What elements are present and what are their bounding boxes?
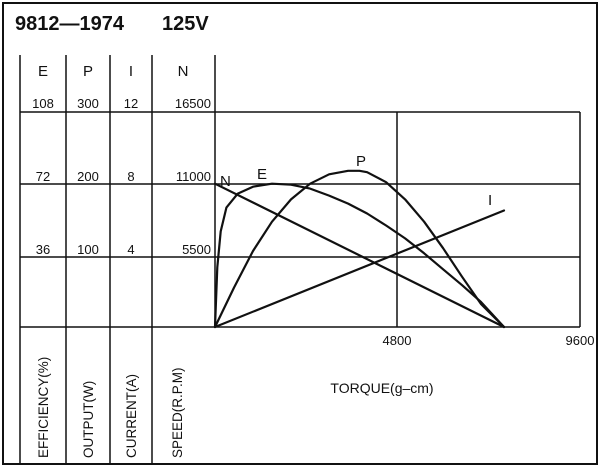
curve-label-i: I bbox=[488, 192, 492, 209]
series-line-p bbox=[213, 169, 506, 329]
tick-output-200: 200 bbox=[77, 169, 99, 184]
chart-grid bbox=[19, 55, 581, 464]
x-tick-9600: 9600 bbox=[566, 333, 595, 348]
series-line-i bbox=[213, 209, 506, 329]
series-line-n bbox=[213, 182, 506, 329]
tick-efficiency-36: 36 bbox=[36, 242, 50, 257]
tick-output-300: 300 bbox=[77, 96, 99, 111]
axis-symbol-speed: N bbox=[178, 63, 189, 80]
tick-speed-5500: 5500 bbox=[182, 242, 211, 257]
axis-label-efficiency: EFFICIENCY(%) bbox=[36, 357, 51, 458]
axis-symbol-efficiency: E bbox=[38, 63, 48, 80]
chart-title-voltage: 125V bbox=[162, 13, 209, 35]
chart-title-model: 9812—1974 bbox=[15, 13, 125, 35]
tick-speed-11000: 11000 bbox=[176, 169, 211, 184]
axis-label-current: CURRENT(A) bbox=[124, 374, 139, 458]
axis-label-speed: SPEED(R.P.M) bbox=[170, 367, 185, 458]
tick-current-4: 4 bbox=[127, 242, 134, 257]
series-layer bbox=[213, 169, 506, 329]
tick-efficiency-72: 72 bbox=[36, 169, 50, 184]
x-tick-4800: 4800 bbox=[383, 333, 412, 348]
curve-label-n: N bbox=[220, 173, 231, 190]
tick-speed-16500: 16500 bbox=[175, 96, 211, 111]
tick-current-12: 12 bbox=[124, 96, 138, 111]
curve-label-e: E bbox=[257, 166, 267, 183]
axis-label-output: OUTPUT(W) bbox=[81, 381, 96, 458]
curve-label-p: P bbox=[356, 153, 366, 170]
axis-symbol-output: P bbox=[83, 63, 93, 80]
tick-current-8: 8 bbox=[127, 169, 134, 184]
tick-output-100: 100 bbox=[77, 242, 99, 257]
tick-efficiency-108: 108 bbox=[32, 96, 54, 111]
series-line-e bbox=[213, 182, 506, 329]
axis-symbol-current: I bbox=[129, 63, 133, 80]
x-axis-label: TORQUE(g–cm) bbox=[330, 380, 433, 396]
